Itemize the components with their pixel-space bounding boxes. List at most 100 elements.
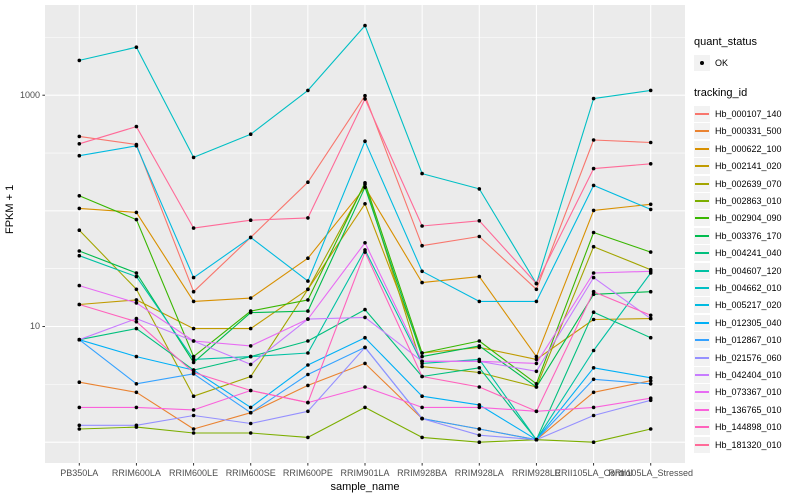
data-point [306, 309, 310, 313]
data-point [191, 394, 196, 399]
data-point [420, 374, 424, 379]
data-point [477, 274, 482, 279]
data-point [134, 354, 139, 359]
data-point [77, 302, 82, 307]
legend-swatch [694, 123, 710, 140]
data-point [306, 279, 310, 283]
data-point [534, 385, 539, 389]
data-point [306, 298, 310, 302]
legend-title-tracking-id: tracking_id [694, 87, 748, 100]
data-point [77, 337, 82, 342]
data-point [591, 289, 596, 294]
data-point [306, 363, 310, 367]
data-point [648, 316, 653, 321]
data-point [648, 207, 653, 212]
legend-item: Hb_181320_010 [694, 436, 798, 453]
data-point [306, 317, 310, 321]
data-point [77, 153, 82, 158]
legend-item: Hb_002863_010 [694, 192, 798, 210]
legend-key-ok [694, 54, 710, 71]
data-point [591, 96, 596, 101]
legend-swatch [694, 262, 710, 279]
legend-swatch [694, 419, 710, 436]
data-point [191, 360, 196, 365]
data-point [648, 162, 653, 166]
legend-swatch [694, 210, 710, 227]
data-point [591, 377, 596, 382]
data-point [363, 385, 367, 389]
legend-item-label: Hb_002141_020 [715, 161, 782, 172]
legend-swatch [694, 193, 710, 210]
y-axis-tick-label: 10 [29, 321, 40, 332]
data-point [77, 194, 82, 198]
data-point [248, 296, 253, 300]
legend-swatch [694, 175, 710, 192]
data-point [77, 249, 82, 253]
legend-line-icon [695, 408, 709, 411]
axis-ticks [42, 94, 652, 466]
data-point [306, 216, 310, 220]
data-point [534, 299, 539, 304]
data-point [191, 339, 196, 343]
legend-item: Hb_002639_070 [694, 175, 798, 192]
legend-item: Hb_003376_170 [694, 227, 798, 244]
legend-swatch [694, 158, 710, 175]
data-point [648, 289, 653, 294]
data-point [306, 287, 310, 292]
data-point [306, 409, 310, 414]
data-point [306, 180, 310, 184]
data-point [248, 326, 253, 331]
data-point [191, 299, 196, 304]
legend-line-icon [695, 113, 709, 116]
legend-item: Hb_144898_010 [694, 418, 798, 436]
data-point [591, 390, 596, 395]
data-point [591, 405, 596, 410]
legend-ok-label: OK [715, 57, 729, 68]
data-point [134, 45, 139, 49]
legend-swatch [694, 401, 710, 418]
data-point [77, 134, 82, 139]
data-point [363, 23, 367, 28]
data-point [420, 224, 424, 228]
data-point [420, 354, 424, 359]
data-point [591, 244, 596, 249]
data-point [248, 235, 253, 240]
x-axis-tick-label: RRIM600SE [225, 468, 276, 478]
data-point [191, 357, 196, 362]
data-point [77, 405, 82, 410]
data-point [191, 155, 196, 160]
legend-line-icon [695, 252, 709, 255]
data-point [591, 366, 596, 370]
data-point [477, 359, 482, 364]
data-point [534, 357, 539, 362]
legend-line-icon [695, 356, 709, 359]
data-point [77, 142, 82, 146]
x-axis-tick-label: RRIM600PE [282, 468, 333, 478]
data-point [306, 339, 310, 343]
x-axis-tick-label: RRIM928BA [397, 468, 448, 478]
data-point [191, 289, 196, 294]
legend-item-label: Hb_002863_010 [715, 196, 782, 207]
data-point [420, 394, 424, 399]
data-point [477, 427, 482, 431]
legend-swatch [694, 227, 710, 244]
data-point [477, 187, 482, 191]
data-point [534, 361, 539, 366]
data-point [648, 88, 653, 93]
data-point [477, 339, 482, 343]
data-point [77, 228, 82, 232]
legend-item-label: Hb_000107_140 [715, 109, 782, 120]
x-axis-tick-label: RRIM600LE [169, 468, 219, 478]
legend-line-icon [695, 165, 709, 168]
legend-item: Hb_005217_020 [694, 297, 798, 314]
data-point [191, 413, 196, 418]
data-point [134, 271, 139, 275]
data-point [591, 166, 596, 171]
legend-item-label: Hb_004662_010 [715, 282, 782, 293]
data-point [248, 344, 253, 348]
grid-major [45, 5, 685, 463]
legend-line-icon [695, 130, 709, 133]
data-point [77, 380, 82, 385]
y-axis-title: FPKM + 1 [4, 184, 16, 234]
